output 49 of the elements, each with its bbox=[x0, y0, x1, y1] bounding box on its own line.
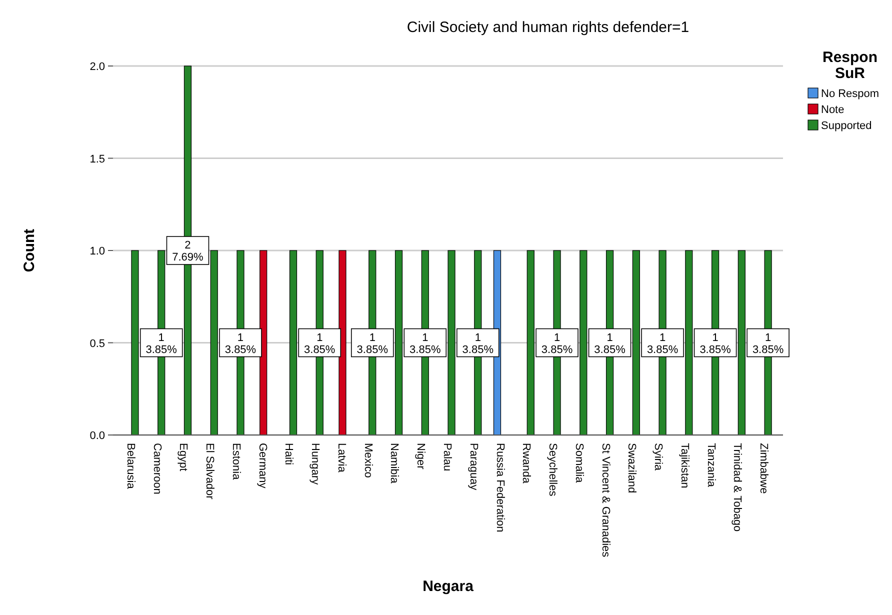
x-tick-label: Germany bbox=[256, 443, 268, 489]
x-tick-label: Paraguay bbox=[467, 443, 480, 491]
x-tick-label: Haiti bbox=[282, 443, 295, 466]
data-label: 1 3.85% bbox=[356, 332, 388, 356]
data-label: 1 3.85% bbox=[700, 332, 732, 356]
x-tick-label: Somalia bbox=[572, 443, 585, 484]
y-tick-label: 1.5 bbox=[90, 153, 105, 166]
data-label: 1 3.85% bbox=[224, 332, 256, 356]
x-tick-label: St Vincent & Granadies bbox=[599, 443, 612, 558]
data-label: 1 3.85% bbox=[541, 332, 573, 356]
x-tick-label: Tanzania bbox=[704, 443, 717, 488]
x-tick-label: Cameroon bbox=[150, 443, 163, 494]
x-tick-label: Estonia bbox=[230, 443, 242, 481]
x-tick-label: Tajikistan bbox=[678, 443, 690, 488]
x-tick-label: Mexico bbox=[362, 443, 374, 478]
legend-title: Respon SuR bbox=[822, 49, 878, 82]
data-label: 1 3.85% bbox=[752, 332, 784, 356]
y-axis-title: Count bbox=[21, 228, 38, 272]
x-tick-label: Rwanda bbox=[520, 443, 532, 484]
x-tick-label: Russia Federation bbox=[494, 443, 506, 532]
x-tick-label: Egypt bbox=[177, 443, 190, 472]
x-tick-label: Syiria bbox=[652, 443, 664, 472]
x-tick-label: Trinidad & Tobago bbox=[731, 443, 744, 532]
y-tick-label: 2.0 bbox=[90, 61, 105, 73]
data-label: 1 3.85% bbox=[146, 332, 178, 356]
data-label: 1 3.85% bbox=[462, 332, 494, 356]
x-tick-label: Belarusia bbox=[124, 443, 136, 490]
x-tick-label: Hungary bbox=[309, 443, 322, 486]
y-tick-label: 1.0 bbox=[90, 246, 105, 258]
legend-label: Supported bbox=[821, 120, 872, 132]
chart-title: Civil Society and human rights defender=1 bbox=[406, 19, 690, 36]
legend-label: No Respom bbox=[821, 88, 880, 100]
data-label: 1 3.85% bbox=[646, 332, 678, 356]
legend-label: Note bbox=[821, 104, 844, 116]
y-tick-label: 0.0 bbox=[90, 430, 105, 442]
x-tick-label: Namibia bbox=[388, 443, 400, 484]
x-tick-label: Niger bbox=[414, 443, 427, 470]
data-label: 2 7.69% bbox=[172, 240, 204, 264]
x-tick-label: Latvia bbox=[335, 443, 348, 474]
x-tick-label: Seychelles bbox=[546, 443, 559, 497]
data-label: 1 3.85% bbox=[594, 332, 626, 356]
x-tick-label: Zimbabwe bbox=[758, 443, 770, 494]
x-axis-title: Negara bbox=[422, 578, 474, 595]
data-label: 1 3.85% bbox=[410, 332, 441, 356]
x-tick-label: Palau bbox=[441, 443, 453, 472]
y-tick-label: 0.5 bbox=[90, 338, 105, 350]
x-tick-label: El Salvador bbox=[204, 443, 216, 500]
data-label: 1 3.85% bbox=[304, 332, 336, 356]
x-tick-label: Swaziland bbox=[626, 443, 638, 494]
